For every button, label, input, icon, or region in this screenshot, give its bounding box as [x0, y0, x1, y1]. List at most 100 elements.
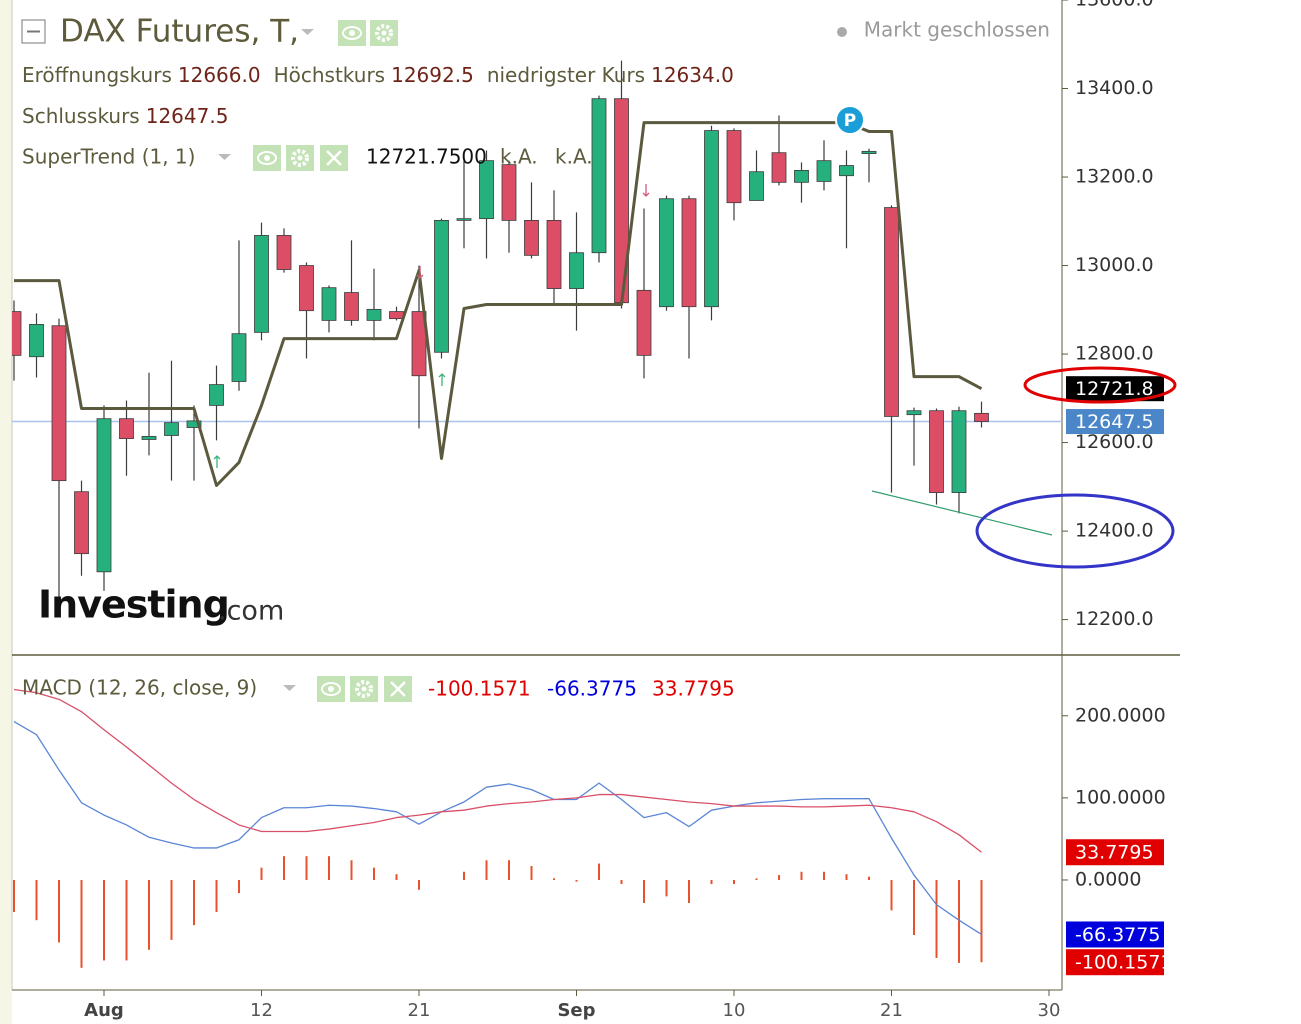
- candle-body: [681, 198, 697, 308]
- legend-label: Höchstkurs: [274, 63, 386, 87]
- candle-body: [591, 98, 607, 254]
- y-tick-label: 13200.0: [1075, 166, 1154, 188]
- axes: 13600.0 13400.0 13200.0 13000.0 12800.0 12600…: [84, 0, 1173, 1021]
- signal-arrow: [213, 455, 221, 468]
- price-plot: [12, 60, 1062, 601]
- chart-title: DAX Futures, T,: [60, 14, 299, 50]
- candle-body: [659, 198, 674, 308]
- candle-body: [906, 410, 922, 416]
- left-strip: [0, 0, 12, 1024]
- macd-plot: [13, 688, 983, 968]
- icon: [297, 155, 303, 161]
- candle-body: [434, 219, 449, 353]
- candle-body: [861, 150, 877, 154]
- candle-body: [884, 207, 899, 417]
- candle-body: [501, 164, 517, 221]
- indicator-value: -66.3775: [547, 677, 637, 701]
- candle-body: [816, 160, 832, 182]
- legend-label: Eröffnungskurs: [22, 63, 172, 87]
- candle-body: [321, 287, 337, 321]
- indicator-name: MACD (12, 26, close, 9): [22, 676, 257, 700]
- value-badge-label: -66.3775: [1075, 924, 1160, 946]
- y-tick-label: 12800.0: [1075, 343, 1154, 365]
- candle-body: [51, 325, 67, 482]
- candle-body: [771, 152, 787, 183]
- y-tick-label: 12600.0: [1075, 431, 1154, 453]
- candle-body: [929, 410, 944, 493]
- candle-body: [29, 324, 44, 358]
- x-tick-label: Sep: [557, 1000, 595, 1021]
- indicator-value: -100.1571: [428, 677, 531, 701]
- candle-body: [479, 160, 494, 220]
- dropdown[interactable]: [283, 685, 296, 691]
- y-tick-label: 12200.0: [1075, 608, 1154, 630]
- icon: [342, 26, 362, 40]
- candle-body: [119, 418, 134, 439]
- candle-body: [974, 412, 989, 422]
- y-tick-label: 200.0000: [1075, 704, 1166, 726]
- candle-body: [276, 235, 292, 270]
- x-tick-label: 10: [723, 1000, 746, 1021]
- candle-body: [636, 289, 652, 356]
- dropdown[interactable]: [301, 29, 314, 35]
- y-tick-label: 100.0000: [1075, 786, 1166, 808]
- candle-body: [231, 333, 247, 382]
- macd-line: [13, 720, 982, 936]
- signal-arrow: [438, 373, 446, 386]
- candle-body: [186, 420, 202, 428]
- candle-body: [524, 219, 539, 256]
- legend-label: niedrigster Kurs: [487, 63, 645, 87]
- signal-arrow: [642, 184, 650, 197]
- ohlc-legend: Eröffnungskurs 12666.0 Höchstkurs 12692.5 ni…: [22, 63, 734, 87]
- value-badge-label: 33.7795: [1075, 842, 1154, 864]
- value-badge-label: -100.1571: [1075, 952, 1173, 974]
- icon: [390, 681, 406, 697]
- icon: [349, 30, 355, 36]
- icon: [257, 151, 277, 165]
- y-tick-label: 13600.0: [1075, 0, 1154, 11]
- legend-value: 12647.5: [146, 104, 229, 128]
- indicator-value: k.A.: [500, 145, 538, 169]
- x-tick-label: 12: [250, 1000, 273, 1021]
- logo: .com: [218, 596, 284, 627]
- overlay: [213, 20, 650, 702]
- collapse-button[interactable]: [21, 19, 46, 44]
- status-dot: [837, 27, 847, 37]
- legend-value: 12692.5: [391, 63, 474, 87]
- price-badge-label: 12647.5: [1075, 411, 1154, 433]
- candle-body: [344, 292, 359, 321]
- candle-body: [704, 130, 719, 308]
- market-status: Markt geschlossen: [864, 18, 1050, 42]
- icon: [328, 686, 334, 692]
- icon: [381, 30, 387, 36]
- marker-label: P: [844, 111, 856, 131]
- icon: [291, 149, 309, 167]
- y-tick-label: 0.0000: [1075, 868, 1141, 890]
- candle-body: [209, 384, 224, 406]
- candle-body: [411, 311, 427, 377]
- icon: [326, 150, 342, 166]
- highlight-ellipse: [1023, 366, 1177, 404]
- highlight-ellipse: [975, 493, 1175, 569]
- indicator-value: k.A.: [555, 145, 593, 169]
- dropdown[interactable]: [218, 154, 231, 160]
- macd-line: [13, 688, 982, 853]
- trend-line: [871, 490, 1053, 536]
- y-tick-label: 13400.0: [1075, 77, 1154, 99]
- indicator-value: 33.7795: [652, 677, 735, 701]
- candle-body: [794, 169, 809, 183]
- candle-body: [74, 491, 89, 555]
- icon: [361, 686, 367, 692]
- candle-body: [569, 252, 584, 289]
- candle-body: [254, 235, 269, 333]
- x-tick-label: 21: [880, 1000, 903, 1021]
- indicator-value: 12721.7500: [366, 145, 487, 169]
- candle-body: [164, 422, 179, 436]
- candle-body: [839, 165, 854, 177]
- candle-body: [12, 311, 22, 356]
- x-tick-label: Aug: [84, 1000, 124, 1021]
- legend-label: Schlusskurs: [22, 104, 140, 128]
- value-badge: [1066, 921, 1164, 948]
- marker-badge[interactable]: [835, 105, 865, 135]
